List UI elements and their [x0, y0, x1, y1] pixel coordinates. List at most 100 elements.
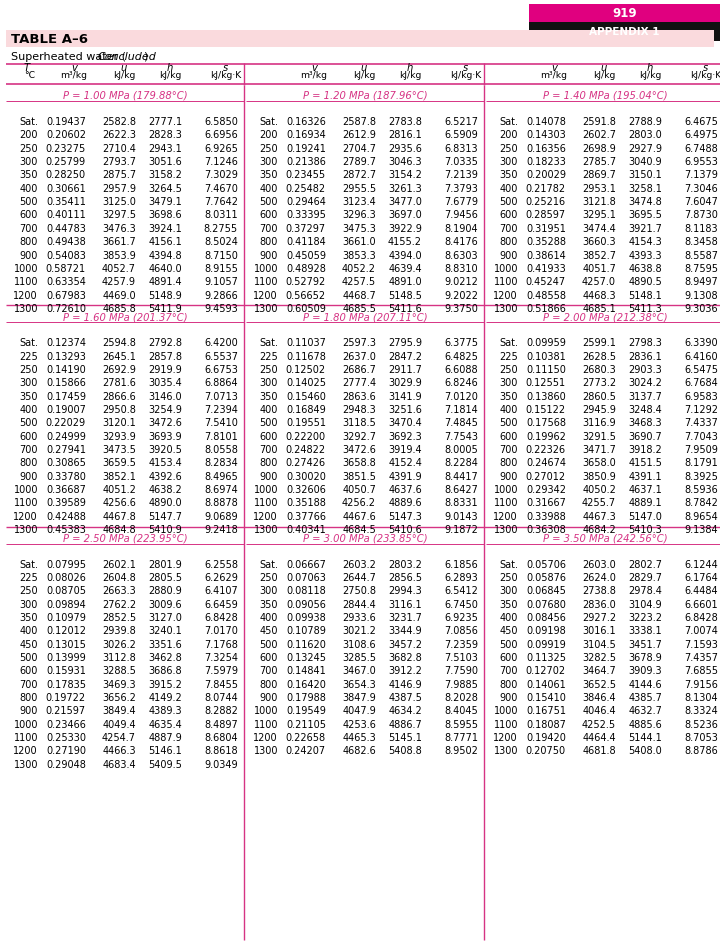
- Text: 225: 225: [259, 351, 278, 362]
- Text: 7.2139: 7.2139: [444, 170, 478, 180]
- Text: 8.2755: 8.2755: [204, 224, 238, 233]
- Text: 2603.0: 2603.0: [582, 559, 616, 569]
- Text: 7.0120: 7.0120: [444, 391, 478, 401]
- Text: 250: 250: [500, 572, 518, 582]
- Text: 1100: 1100: [253, 497, 278, 508]
- Text: 3660.3: 3660.3: [582, 237, 616, 247]
- Text: 0.09894: 0.09894: [46, 598, 86, 609]
- Text: 3479.1: 3479.1: [148, 197, 182, 207]
- Text: 600: 600: [260, 431, 278, 441]
- Text: 5147.3: 5147.3: [388, 512, 422, 521]
- Text: 900: 900: [19, 705, 38, 716]
- Text: 4153.4: 4153.4: [148, 458, 182, 468]
- Text: 2773.2: 2773.2: [582, 378, 616, 388]
- Text: 4681.8: 4681.8: [582, 746, 616, 755]
- Text: 3654.3: 3654.3: [342, 679, 376, 689]
- Text: 1100: 1100: [14, 497, 38, 508]
- Text: 400: 400: [500, 405, 518, 414]
- Text: 600: 600: [260, 211, 278, 220]
- Text: 3223.2: 3223.2: [628, 613, 662, 622]
- Text: 7.1379: 7.1379: [684, 170, 718, 180]
- Text: 500: 500: [259, 197, 278, 207]
- Text: 9.1308: 9.1308: [685, 290, 718, 300]
- Text: 7.0335: 7.0335: [444, 157, 478, 167]
- Text: 0.05706: 0.05706: [526, 559, 566, 569]
- Text: 0.72610: 0.72610: [46, 304, 86, 313]
- Text: 4469.0: 4469.0: [102, 290, 136, 300]
- Text: u: u: [121, 63, 127, 73]
- Text: 250: 250: [259, 572, 278, 582]
- Text: 4156.1: 4156.1: [148, 237, 182, 247]
- Text: 4634.2: 4634.2: [388, 705, 422, 716]
- Text: 700: 700: [500, 666, 518, 676]
- Text: 4256.2: 4256.2: [342, 497, 376, 508]
- Text: 4391.9: 4391.9: [388, 471, 422, 481]
- Text: 0.21597: 0.21597: [46, 705, 86, 716]
- Text: 4638.8: 4638.8: [629, 263, 662, 274]
- Text: 1300: 1300: [253, 746, 278, 755]
- Text: 8.2028: 8.2028: [444, 692, 478, 702]
- Text: 500: 500: [19, 652, 38, 663]
- Text: 1300: 1300: [493, 525, 518, 534]
- Text: 0.16420: 0.16420: [286, 679, 326, 689]
- Text: 250: 250: [19, 364, 38, 375]
- Text: 5146.1: 5146.1: [148, 746, 182, 755]
- Text: 1300: 1300: [14, 304, 38, 313]
- Text: 2622.3: 2622.3: [102, 130, 136, 141]
- Text: 3451.7: 3451.7: [628, 639, 662, 649]
- Text: P = 1.00 MPa (179.88°C): P = 1.00 MPa (179.88°C): [63, 91, 187, 101]
- Text: Sat.: Sat.: [259, 338, 278, 348]
- Text: 3261.3: 3261.3: [388, 183, 422, 194]
- Text: 500: 500: [500, 639, 518, 649]
- Text: 4885.6: 4885.6: [629, 719, 662, 729]
- Text: 7.1814: 7.1814: [444, 405, 478, 414]
- Text: u: u: [600, 63, 607, 73]
- Text: 0.20750: 0.20750: [526, 746, 566, 755]
- Text: 1200: 1200: [14, 746, 38, 755]
- Text: 250: 250: [19, 143, 38, 154]
- Text: 800: 800: [19, 237, 38, 247]
- Text: 4252.5: 4252.5: [582, 719, 616, 729]
- Text: 6.8313: 6.8313: [444, 143, 478, 154]
- Text: 7.1246: 7.1246: [204, 157, 238, 167]
- Text: 2872.7: 2872.7: [342, 170, 376, 180]
- Text: 4051.7: 4051.7: [582, 263, 616, 274]
- Text: 0.07680: 0.07680: [526, 598, 566, 609]
- Text: 5410.3: 5410.3: [629, 525, 662, 534]
- Text: 8.3324: 8.3324: [684, 705, 718, 716]
- Text: 3104.9: 3104.9: [629, 598, 662, 609]
- Text: 3652.5: 3652.5: [582, 679, 616, 689]
- Text: 6.5217: 6.5217: [444, 117, 478, 126]
- Text: 3146.0: 3146.0: [148, 391, 182, 401]
- Text: 0.10979: 0.10979: [46, 613, 86, 622]
- Text: 0.29342: 0.29342: [526, 484, 566, 495]
- Text: 9.1872: 9.1872: [444, 525, 478, 534]
- Text: 225: 225: [19, 572, 38, 582]
- Text: 7.3793: 7.3793: [444, 183, 478, 194]
- Text: 7.2394: 7.2394: [204, 405, 238, 414]
- Text: 9.1384: 9.1384: [685, 525, 718, 534]
- Text: 2599.1: 2599.1: [582, 338, 616, 348]
- Text: 3296.3: 3296.3: [342, 211, 376, 220]
- Text: 2847.2: 2847.2: [388, 351, 422, 362]
- Text: 3846.4: 3846.4: [582, 692, 616, 702]
- Text: P = 2.00 MPa (212.38°C): P = 2.00 MPa (212.38°C): [543, 312, 667, 322]
- Text: 2948.3: 2948.3: [342, 405, 376, 414]
- Text: 4685.8: 4685.8: [102, 304, 136, 313]
- Text: 0.08026: 0.08026: [46, 572, 86, 582]
- Text: 0.35411: 0.35411: [46, 197, 86, 207]
- Text: 4152.4: 4152.4: [388, 458, 422, 468]
- Text: 2950.8: 2950.8: [102, 405, 136, 414]
- Bar: [529, 5, 720, 23]
- Bar: [529, 23, 720, 42]
- Text: 4154.3: 4154.3: [629, 237, 662, 247]
- Text: 6.7684: 6.7684: [684, 378, 718, 388]
- Text: kJ/kg: kJ/kg: [353, 72, 375, 80]
- Text: 8.6427: 8.6427: [444, 484, 478, 495]
- Text: 7.7043: 7.7043: [684, 431, 718, 441]
- Text: 7.0074: 7.0074: [684, 626, 718, 635]
- Text: 0.29464: 0.29464: [286, 197, 326, 207]
- Text: 2805.5: 2805.5: [148, 572, 182, 582]
- Text: 7.4670: 7.4670: [204, 183, 238, 194]
- Text: 200: 200: [259, 130, 278, 141]
